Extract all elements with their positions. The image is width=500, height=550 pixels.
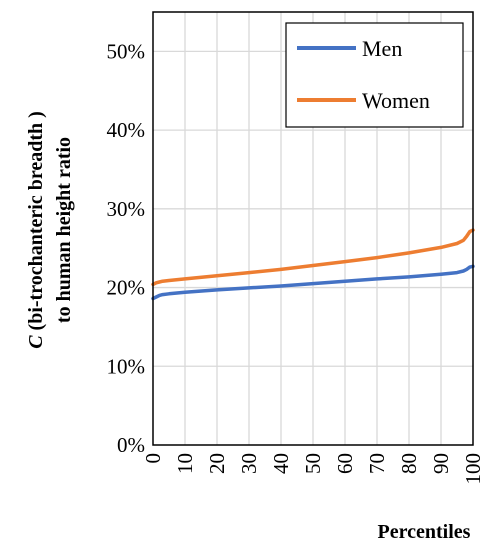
- y-tick-label: 50%: [107, 39, 146, 63]
- x-tick-label: 40: [269, 453, 293, 474]
- x-axis-title: Percentiles: [378, 521, 471, 543]
- y-tick-label: 20%: [107, 276, 146, 300]
- y-tick-label: 10%: [107, 354, 146, 378]
- legend-label-men: Men: [362, 36, 402, 61]
- y-tick-label: 0%: [117, 433, 145, 457]
- series-line-women: [151, 228, 475, 287]
- y-axis-title-line2: to human height ratio: [53, 137, 75, 323]
- x-tick-label: 80: [397, 453, 421, 474]
- series-line-men: [151, 264, 475, 301]
- y-axis-title-line1: (bi-trochanteric breadth ): [25, 111, 47, 335]
- y-tick-label: 40%: [107, 118, 146, 142]
- y-tick-labels: 0% 10% 20% 30% 40% 50%: [107, 39, 146, 457]
- x-tick-label: 10: [173, 453, 197, 474]
- x-tick-labels: 0 10 20 30 40 50 60 70 80 90 100: [141, 453, 485, 485]
- plot-frame: [152, 11, 474, 446]
- legend: Men Women: [285, 22, 464, 128]
- y-axis-title-prefix: C: [25, 335, 47, 349]
- y-tick-label: 30%: [107, 197, 146, 221]
- legend-box: [285, 22, 464, 128]
- x-tick-label: 50: [301, 453, 325, 474]
- x-tick-label: 30: [237, 453, 261, 474]
- x-tick-label: 90: [429, 453, 453, 474]
- x-tick-label: 60: [333, 453, 357, 474]
- x-tick-label: 70: [365, 453, 389, 474]
- x-tick-label: 20: [205, 453, 229, 474]
- legend-label-women: Women: [362, 88, 430, 113]
- x-tick-label: 100: [461, 453, 485, 485]
- y-axis-title: C (bi-trochanteric breadth ): [25, 111, 47, 349]
- series-lines: [151, 228, 475, 301]
- x-tick-label: 0: [141, 453, 165, 464]
